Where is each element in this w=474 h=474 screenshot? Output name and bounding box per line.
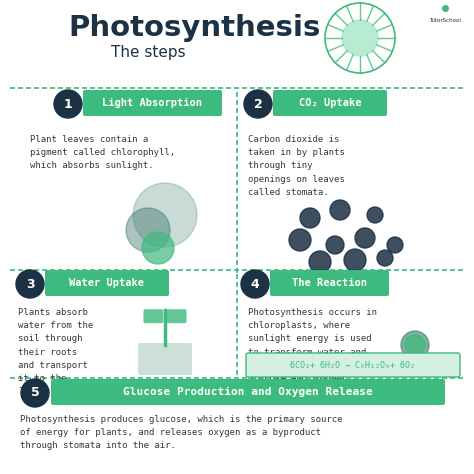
Text: 3: 3: [26, 277, 34, 291]
FancyBboxPatch shape: [51, 379, 445, 405]
Text: Carbon dioxide is
taken in by plants
through tiny
openings on leaves
called stom: Carbon dioxide is taken in by plants thr…: [248, 135, 345, 197]
Circle shape: [142, 232, 174, 264]
FancyBboxPatch shape: [144, 309, 164, 323]
Text: Glucose Production and Oxygen Release: Glucose Production and Oxygen Release: [123, 387, 373, 397]
Circle shape: [16, 270, 44, 298]
Text: Photosynthesis produces glucose, which is the primary source
of energy for plant: Photosynthesis produces glucose, which i…: [20, 415, 343, 450]
Circle shape: [342, 20, 378, 56]
Circle shape: [375, 248, 395, 268]
Text: Plant leaves contain a
pigment called chlorophyll,
which absorbs sunlight.: Plant leaves contain a pigment called ch…: [30, 135, 175, 170]
Text: Water Uptake: Water Uptake: [70, 278, 145, 288]
FancyBboxPatch shape: [246, 353, 460, 377]
Circle shape: [401, 331, 429, 359]
Circle shape: [300, 208, 320, 228]
FancyBboxPatch shape: [270, 270, 389, 296]
Circle shape: [331, 201, 349, 219]
Circle shape: [356, 229, 374, 247]
FancyBboxPatch shape: [45, 270, 169, 296]
Circle shape: [54, 90, 82, 118]
Text: 4: 4: [251, 277, 259, 291]
FancyBboxPatch shape: [138, 343, 192, 375]
Circle shape: [384, 234, 406, 256]
Text: 1: 1: [64, 98, 73, 110]
Text: 5: 5: [31, 386, 39, 400]
Circle shape: [241, 270, 269, 298]
FancyBboxPatch shape: [83, 90, 222, 116]
Text: Photosynthesis: Photosynthesis: [69, 14, 321, 42]
Text: 2: 2: [254, 98, 263, 110]
FancyBboxPatch shape: [273, 90, 387, 116]
Text: TutorSchool: TutorSchool: [429, 18, 461, 22]
Circle shape: [290, 230, 310, 250]
Circle shape: [133, 183, 197, 247]
Circle shape: [325, 235, 345, 255]
Text: Light Absorption: Light Absorption: [102, 98, 202, 108]
Text: Photosynthesis occurs in
chloroplasts, where
sunlight energy is used
to transfor: Photosynthesis occurs in chloroplasts, w…: [248, 308, 377, 383]
Circle shape: [405, 335, 425, 355]
Text: CO₂ Uptake: CO₂ Uptake: [299, 98, 361, 108]
Text: The Reaction: The Reaction: [292, 278, 367, 288]
Text: The steps: The steps: [111, 45, 185, 60]
Circle shape: [347, 252, 363, 268]
Circle shape: [244, 90, 272, 118]
FancyBboxPatch shape: [166, 309, 187, 323]
Circle shape: [365, 205, 385, 225]
Circle shape: [126, 208, 170, 252]
Circle shape: [312, 254, 328, 270]
Circle shape: [21, 379, 49, 407]
Text: Plants absorb
water from the
soil through
their roots
and transport
it to the
le: Plants absorb water from the soil throug…: [18, 308, 93, 396]
Text: 6CO₂+ 6H₂O → C₆H₁₂O₆+ 6O₂: 6CO₂+ 6H₂O → C₆H₁₂O₆+ 6O₂: [291, 361, 416, 370]
